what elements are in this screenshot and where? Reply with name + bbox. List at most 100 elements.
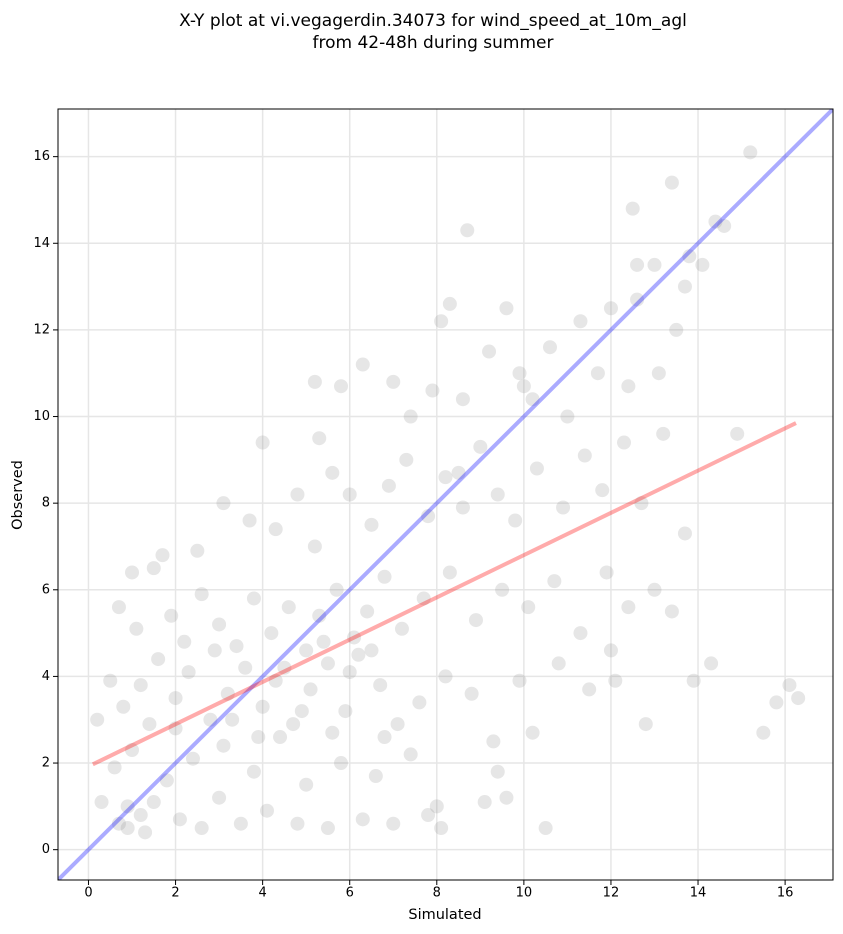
point: [416, 591, 431, 606]
point: [394, 621, 409, 636]
point: [268, 673, 283, 688]
point: [429, 799, 444, 814]
point: [656, 426, 671, 441]
point: [360, 604, 375, 619]
chart-title: X-Y plot at vi.vegagerdin.34073 for wind…: [179, 11, 687, 31]
point: [185, 751, 200, 766]
point: [625, 201, 640, 216]
point: [168, 721, 183, 736]
point: [464, 686, 479, 701]
point: [125, 565, 140, 580]
point: [381, 478, 396, 493]
point: [730, 426, 745, 441]
point: [259, 803, 274, 818]
y-tick-label: 14: [33, 236, 50, 251]
point: [634, 496, 649, 511]
y-tick-label: 10: [33, 409, 50, 424]
point: [542, 340, 557, 355]
point: [573, 626, 588, 641]
point: [159, 773, 174, 788]
point: [155, 548, 170, 563]
point: [442, 296, 457, 311]
point: [486, 734, 501, 749]
point: [299, 643, 314, 658]
point: [769, 695, 784, 710]
point: [638, 717, 653, 732]
point: [630, 292, 645, 307]
point: [621, 379, 636, 394]
point: [129, 621, 144, 636]
point: [599, 565, 614, 580]
point: [412, 695, 427, 710]
point: [512, 673, 527, 688]
point: [103, 673, 118, 688]
point: [529, 461, 544, 476]
point: [403, 747, 418, 762]
point: [216, 738, 231, 753]
point: [120, 821, 135, 836]
point: [708, 214, 723, 229]
x-tick-label: 16: [777, 886, 794, 901]
y-tick-label: 16: [33, 149, 50, 164]
point: [590, 366, 605, 381]
point: [238, 660, 253, 675]
point: [347, 630, 362, 645]
point: [421, 509, 436, 524]
point: [90, 712, 105, 727]
point: [334, 379, 349, 394]
point: [116, 699, 131, 714]
point: [421, 808, 436, 823]
point: [172, 812, 187, 827]
point: [621, 600, 636, 615]
point: [342, 665, 357, 680]
point: [338, 704, 353, 719]
point: [525, 725, 540, 740]
x-tick-label: 6: [346, 886, 354, 901]
point: [120, 799, 135, 814]
point: [168, 691, 183, 706]
point: [220, 686, 235, 701]
point: [386, 374, 401, 389]
point: [138, 825, 153, 840]
point: [425, 383, 440, 398]
point: [246, 591, 261, 606]
point: [111, 600, 126, 615]
point: [490, 764, 505, 779]
point: [377, 730, 392, 745]
point: [294, 704, 309, 719]
point: [490, 487, 505, 502]
x-tick-label: 8: [433, 886, 441, 901]
point: [477, 795, 492, 810]
plot-area: [58, 109, 833, 880]
point: [377, 569, 392, 584]
point: [246, 764, 261, 779]
point: [164, 608, 179, 623]
point: [473, 439, 488, 454]
x-tick-label: 4: [258, 886, 266, 901]
point: [242, 513, 257, 528]
point: [273, 730, 288, 745]
point: [255, 699, 270, 714]
point: [194, 587, 209, 602]
point: [521, 600, 536, 615]
point: [682, 249, 697, 264]
point: [577, 448, 592, 463]
plot-frame: [57, 108, 834, 881]
point: [442, 565, 457, 580]
x-tick-label: 0: [84, 886, 92, 901]
point: [212, 617, 227, 632]
point: [403, 409, 418, 424]
point: [647, 582, 662, 597]
point: [556, 500, 571, 515]
point: [573, 314, 588, 329]
point: [190, 543, 205, 558]
point: [664, 175, 679, 190]
point: [351, 647, 366, 662]
point: [142, 717, 157, 732]
point: [312, 608, 327, 623]
x-tick-label: 14: [690, 886, 707, 901]
point: [329, 582, 344, 597]
point: [307, 374, 322, 389]
point: [229, 639, 244, 654]
point: [133, 678, 148, 693]
